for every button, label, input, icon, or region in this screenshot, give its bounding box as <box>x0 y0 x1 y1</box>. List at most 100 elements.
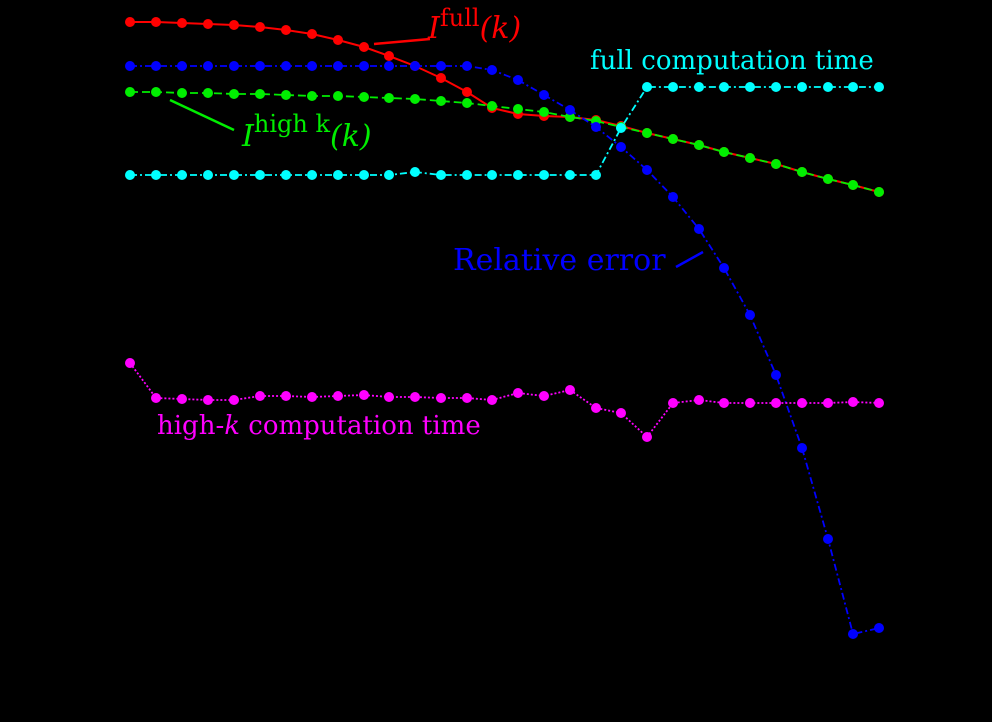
label-full-computation-time: full computation time <box>590 46 874 76</box>
data-point <box>823 82 833 92</box>
data-point <box>359 61 369 71</box>
data-point <box>410 61 420 71</box>
data-point <box>177 18 187 28</box>
data-point <box>410 94 420 104</box>
data-point <box>848 397 858 407</box>
series-high-k-computation-time <box>125 358 884 442</box>
data-point <box>255 61 265 71</box>
data-point <box>539 170 549 180</box>
data-point <box>229 395 239 405</box>
data-point <box>719 398 729 408</box>
data-point <box>203 19 213 29</box>
data-point <box>487 395 497 405</box>
data-point <box>436 393 446 403</box>
data-point <box>125 17 135 27</box>
data-point <box>125 87 135 97</box>
data-point <box>539 107 549 117</box>
data-point <box>513 170 523 180</box>
data-point <box>307 29 317 39</box>
series-full-computation-time <box>125 82 884 180</box>
data-point <box>307 392 317 402</box>
data-point <box>333 170 343 180</box>
data-point <box>616 408 626 418</box>
data-point <box>823 534 833 544</box>
data-point <box>151 17 161 27</box>
series-i-high-k-k <box>125 87 884 197</box>
data-point <box>307 61 317 71</box>
data-point <box>565 105 575 115</box>
data-point <box>151 87 161 97</box>
data-point <box>797 82 807 92</box>
data-point <box>848 82 858 92</box>
data-point <box>771 159 781 169</box>
data-point <box>616 123 626 133</box>
annotation-leaders <box>169 37 704 269</box>
data-point <box>462 87 472 97</box>
data-point <box>668 398 678 408</box>
high-I-symbol: I <box>242 119 254 154</box>
data-point <box>539 90 549 100</box>
data-point <box>333 91 343 101</box>
data-point <box>591 122 601 132</box>
data-point <box>694 395 704 405</box>
data-point <box>565 170 575 180</box>
data-point <box>151 170 161 180</box>
data-point <box>410 167 420 177</box>
data-point <box>436 61 446 71</box>
data-point <box>177 170 187 180</box>
high-I-argument: (k) <box>330 119 372 154</box>
series-relative-error <box>125 61 884 639</box>
data-point <box>487 65 497 75</box>
data-point <box>333 35 343 45</box>
data-point <box>125 170 135 180</box>
data-point <box>591 403 601 413</box>
data-point <box>229 170 239 180</box>
data-point <box>848 180 858 190</box>
data-point <box>384 61 394 71</box>
data-point <box>281 90 291 100</box>
data-point <box>694 82 704 92</box>
data-point <box>384 93 394 103</box>
data-point <box>384 51 394 61</box>
data-point <box>719 263 729 273</box>
data-point <box>436 170 446 180</box>
data-point <box>797 443 807 453</box>
data-point <box>359 92 369 102</box>
full-I-symbol: I <box>428 11 440 46</box>
data-point <box>591 170 601 180</box>
data-point <box>177 61 187 71</box>
data-point <box>823 174 833 184</box>
label-high-I: Ihigh k(k) <box>242 112 372 154</box>
data-point <box>797 398 807 408</box>
highk-k: k <box>224 411 240 441</box>
data-point <box>255 22 265 32</box>
data-point <box>719 147 729 157</box>
data-point <box>539 391 549 401</box>
data-point <box>642 128 652 138</box>
data-point <box>694 140 704 150</box>
data-point <box>281 61 291 71</box>
leader-full-I <box>373 37 431 46</box>
data-point <box>255 391 265 401</box>
data-point <box>771 82 781 92</box>
data-point <box>513 388 523 398</box>
data-point <box>203 61 213 71</box>
data-point <box>694 224 704 234</box>
data-point <box>565 385 575 395</box>
leader-relative-error <box>675 250 704 269</box>
label-relative-error: Relative error <box>453 243 666 278</box>
data-point <box>487 170 497 180</box>
data-point <box>745 153 755 163</box>
data-point <box>874 187 884 197</box>
data-point <box>874 398 884 408</box>
data-point <box>203 88 213 98</box>
data-point <box>874 623 884 633</box>
data-point <box>281 170 291 180</box>
data-point <box>462 393 472 403</box>
high-I-superscript-k: k <box>315 110 330 138</box>
data-point <box>771 398 781 408</box>
data-point <box>125 358 135 368</box>
data-point <box>462 170 472 180</box>
data-point <box>359 390 369 400</box>
